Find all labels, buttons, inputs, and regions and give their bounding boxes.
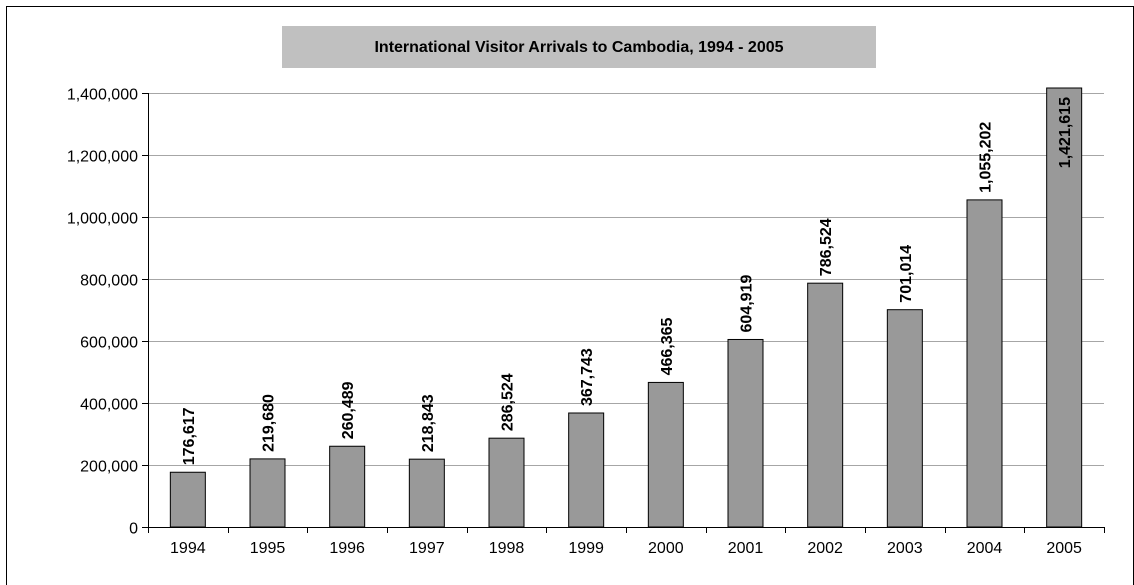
data-label: 219,680 xyxy=(261,394,278,452)
y-tick-label: 1,200,000 xyxy=(67,149,138,166)
data-labels: 176,617 219,680 260,489 218,843 286,524 367,7… xyxy=(181,97,1074,465)
x-tick-label: 1999 xyxy=(568,540,604,557)
bar xyxy=(249,458,286,528)
bar xyxy=(807,282,844,528)
x-tick-label: 2000 xyxy=(648,540,684,557)
x-tick-label: 1996 xyxy=(329,540,365,557)
x-tick-label: 2004 xyxy=(967,540,1003,557)
bar xyxy=(886,309,923,528)
data-label: 286,524 xyxy=(500,373,517,431)
y-tick-label: 200,000 xyxy=(80,459,138,476)
data-label: 367,743 xyxy=(579,348,596,406)
data-label: 176,617 xyxy=(181,407,198,465)
x-tick-label: 2005 xyxy=(1046,540,1082,557)
x-tick-label: 2003 xyxy=(887,540,923,557)
bar xyxy=(568,412,605,528)
data-label: 1,421,615 xyxy=(1057,97,1074,168)
axes xyxy=(142,93,1105,533)
chart-title: International Visitor Arrivals to Cambod… xyxy=(374,39,783,56)
x-tick-label: 1997 xyxy=(409,540,445,557)
y-tick-label: 400,000 xyxy=(80,397,138,414)
x-tick-label: 2001 xyxy=(728,540,764,557)
data-label: 701,014 xyxy=(898,245,915,303)
y-tick-label: 1,400,000 xyxy=(67,87,138,104)
data-label: 260,489 xyxy=(340,381,357,439)
y-tick-label: 0 xyxy=(129,521,138,538)
y-tick-label: 600,000 xyxy=(80,335,138,352)
plot-area: International Visitor Arrivals to Cambod… xyxy=(67,26,1105,557)
bar xyxy=(1046,87,1083,528)
bars xyxy=(169,87,1083,528)
data-label: 786,524 xyxy=(818,218,835,276)
x-tick-labels: 1994 1995 1996 1997 1998 1999 2000 2001 2002 2003… xyxy=(170,540,1082,557)
x-tick-label: 1998 xyxy=(489,540,525,557)
bar xyxy=(488,437,525,528)
bar xyxy=(169,471,206,528)
x-tick-label: 1994 xyxy=(170,540,206,557)
bar xyxy=(329,445,366,528)
data-label: 218,843 xyxy=(420,394,437,452)
x-tick-label: 2002 xyxy=(807,540,843,557)
data-label: 466,365 xyxy=(659,317,676,375)
bar xyxy=(727,338,764,528)
data-label: 1,055,202 xyxy=(978,122,995,193)
y-tick-label: 800,000 xyxy=(80,273,138,290)
bar xyxy=(408,458,445,528)
data-label: 604,919 xyxy=(739,275,756,333)
y-tick-label: 1,000,000 xyxy=(67,211,138,228)
bar xyxy=(647,381,684,528)
gridlines xyxy=(148,93,1104,466)
title-box xyxy=(282,26,876,68)
y-tick-labels: 0 200,000 400,000 600,000 800,000 1,000,000 1,… xyxy=(67,87,138,538)
bar xyxy=(966,199,1003,528)
x-tick-label: 1995 xyxy=(250,540,286,557)
